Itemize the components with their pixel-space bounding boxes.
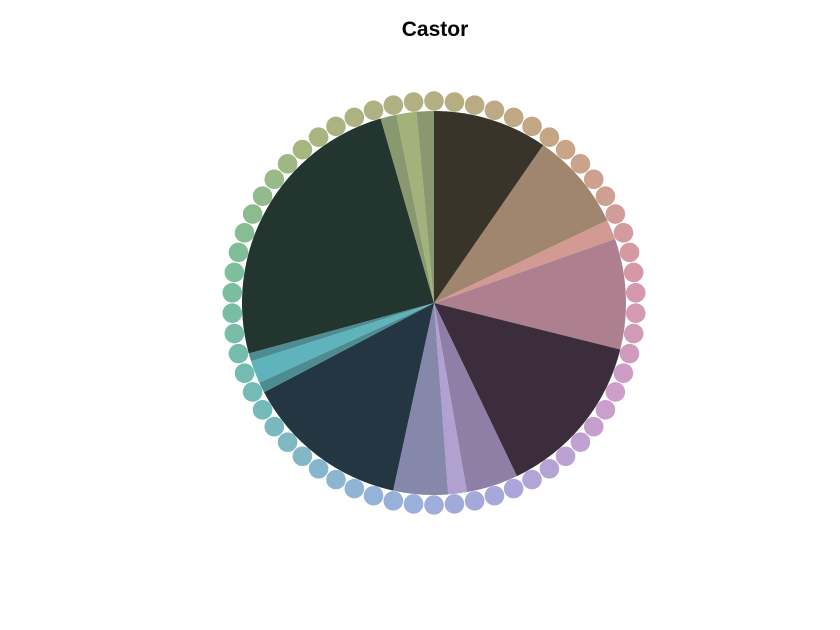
ring-dot <box>344 107 365 128</box>
ring-dot <box>619 242 640 263</box>
ring-dot <box>570 154 591 174</box>
pie-slice-9 <box>264 303 434 491</box>
ring-dot <box>605 204 626 224</box>
pie-slices <box>241 111 627 496</box>
pie-slice-13 <box>241 118 434 354</box>
ring-dot <box>623 323 644 344</box>
pie-slice-12 <box>248 303 434 362</box>
ring-dot <box>242 382 263 402</box>
ring-dot <box>623 262 644 283</box>
pie-slice-11 <box>251 303 434 383</box>
ring-dot <box>228 343 249 364</box>
ring-dot <box>383 491 404 511</box>
ring-dot <box>444 494 465 514</box>
pie-slice-7 <box>434 303 467 495</box>
ring-dot <box>625 282 646 303</box>
ring-dot <box>222 282 243 303</box>
ring-dot <box>252 400 273 420</box>
ring-dot <box>224 323 245 344</box>
ring-dot <box>242 204 263 224</box>
pie-slice-4 <box>434 239 627 350</box>
ring-dot <box>464 491 485 511</box>
pie-slice-2 <box>434 145 608 303</box>
pie-slice-5 <box>434 303 621 477</box>
ring-dot <box>403 92 424 112</box>
ring-dot <box>224 262 245 283</box>
ring-dot <box>605 382 626 402</box>
ring-dot <box>613 363 634 383</box>
pie-slice-1 <box>434 111 544 303</box>
ring-dot <box>363 100 384 121</box>
ring-dot <box>264 169 285 190</box>
ring-dot <box>424 91 444 111</box>
ring-dot <box>326 469 346 490</box>
ring-dot <box>403 494 424 514</box>
ring-dot <box>595 400 616 420</box>
ring-dot <box>363 485 384 506</box>
ring-dot <box>228 242 249 263</box>
ring-dot <box>625 303 646 324</box>
ring-dot <box>234 223 255 243</box>
ring-dot <box>570 432 591 452</box>
ring-dot <box>522 116 542 137</box>
pie-slice-8 <box>393 303 449 496</box>
ring-dot <box>555 446 576 467</box>
ring-dot <box>277 432 298 452</box>
ring-dot <box>308 127 329 148</box>
ring-dot <box>595 186 616 206</box>
ring-dot <box>424 495 444 515</box>
pie-slice-6 <box>434 303 517 493</box>
ring-dot <box>326 116 346 137</box>
pie-slice-10 <box>259 303 434 393</box>
ring-dot <box>292 139 313 160</box>
ring-dot <box>264 416 285 437</box>
ring-dot <box>277 154 298 174</box>
ring-dot <box>555 139 576 160</box>
dot-ring <box>222 91 646 515</box>
ring-dot <box>444 92 465 112</box>
ring-dot <box>613 223 634 243</box>
ring-dot <box>539 458 560 479</box>
ring-dot <box>484 100 505 121</box>
chart-title: Castor <box>401 18 469 41</box>
ring-dot <box>308 458 329 479</box>
ring-dot <box>583 416 604 437</box>
ring-dot <box>484 485 505 506</box>
ring-dot <box>383 95 404 115</box>
pie-slice-14 <box>380 114 434 304</box>
ring-dot <box>252 186 273 206</box>
ring-dot <box>503 478 524 499</box>
ring-dot <box>522 469 542 490</box>
ring-dot <box>539 127 560 148</box>
pie-slice-16 <box>416 111 434 303</box>
ring-dot <box>503 107 524 128</box>
ring-dot <box>222 303 243 324</box>
pie-slice-15 <box>396 111 434 303</box>
ring-dot <box>464 95 485 115</box>
ring-dot <box>292 446 313 467</box>
ring-dot <box>619 343 640 364</box>
ring-dot <box>583 169 604 190</box>
ring-dot <box>344 478 365 499</box>
pie-slice-3 <box>434 220 616 303</box>
ring-dot <box>234 363 255 383</box>
